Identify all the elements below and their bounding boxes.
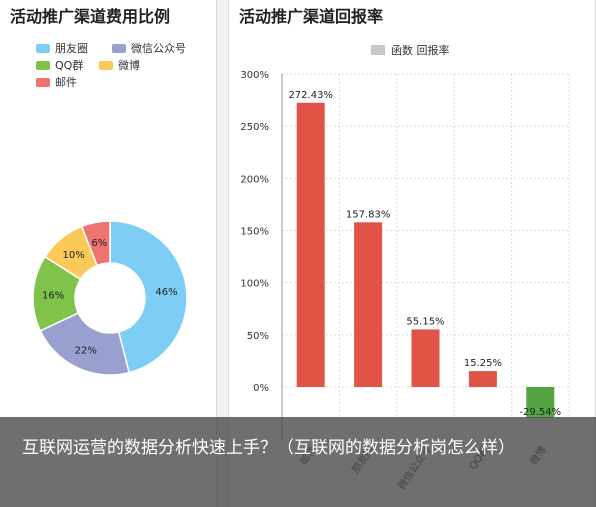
bar [468,371,497,387]
bar-value-label: 15.25% [464,358,502,369]
bar [526,387,555,418]
y-tick-label: 0% [253,383,269,394]
y-tick-label: 200% [240,174,269,185]
pie-chart-title: 活动推广渠道费用比例 [10,7,171,26]
pie-legend-label: 邮件 [55,76,77,89]
pie-slice-label: 46% [155,287,177,298]
pie-legend-swatch [99,61,113,70]
pie-slice [39,311,131,376]
bar-value-label: 157.83% [346,209,391,220]
y-tick-label: 50% [247,331,269,342]
pie-legend-label: 微博 [118,58,140,72]
pie-legend-label: QQ群 [55,58,83,72]
pie-legend-label: 微信公众号 [131,41,186,55]
pie-legend-swatch [112,44,126,53]
pie-slice-label: 22% [75,346,97,357]
bar-chart-title: 活动推广渠道回报率 [239,7,384,26]
bar [411,329,440,387]
pie-slice [80,220,111,267]
bar-value-label: -29.54% [519,407,561,418]
y-tick-label: 100% [240,279,269,290]
pie-legend-label: 朋友圈 [55,41,88,55]
pie-legend-swatch [36,78,50,87]
pie-slice-label: 10% [63,250,85,261]
pie-slice-label: 16% [42,290,64,301]
pie-legend-swatch [36,61,50,70]
y-tick-label: 150% [240,227,269,238]
caption-text: 互联网运营的数据分析快速上手？（互联网的数据分析岗怎么样） [22,438,515,458]
pie-slice [109,220,188,374]
caption-overlay: 互联网运营的数据分析快速上手？（互联网的数据分析岗怎么样） [0,417,596,507]
y-tick-label: 250% [240,122,269,133]
bar [296,102,325,387]
pie-slice-label: 6% [91,238,107,249]
y-tick-label: 300% [240,70,269,81]
bar-value-label: 55.15% [406,316,444,327]
bar [354,222,383,387]
pie-legend-swatch [36,44,50,53]
bar-legend-swatch [371,45,385,55]
bar-legend-label: 函数 回报率 [391,43,450,57]
bar-value-label: 272.43% [288,90,333,101]
